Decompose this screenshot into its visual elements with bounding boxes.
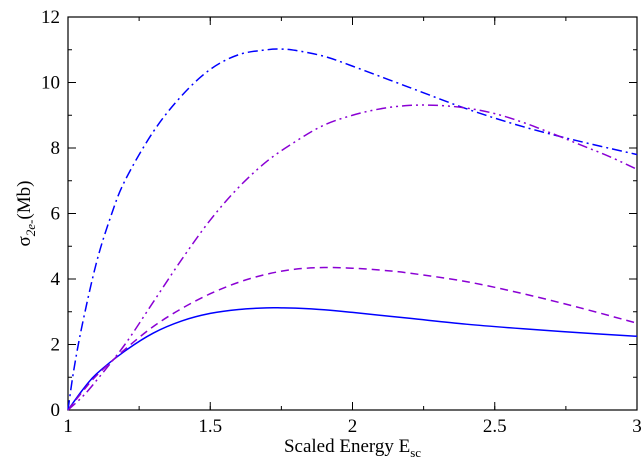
- series-line-dash-dot: [67, 48, 638, 411]
- y-axis-title-unit: (Mb): [14, 181, 35, 220]
- y-tick-label: 12: [41, 7, 60, 28]
- series-line-solid: [67, 306, 638, 411]
- x-tick-label: 3: [632, 416, 642, 437]
- axis-ticks: [67, 16, 638, 411]
- y-tick-label: 4: [51, 269, 61, 290]
- plot-frame: [67, 16, 638, 411]
- y-tick-label: 10: [41, 73, 60, 94]
- x-axis-title-sub: sc: [410, 445, 421, 460]
- x-tick-label: 2: [348, 416, 358, 437]
- series-line-dash-dot-dot: [67, 104, 638, 411]
- y-axis-title-symbol: σ: [14, 236, 35, 246]
- series-layer: [67, 48, 638, 411]
- y-tick-label: 0: [51, 400, 61, 421]
- x-tick-label: 1: [63, 416, 73, 437]
- x-tick-label: 2.5: [483, 416, 507, 437]
- x-tick-label: 1.5: [198, 416, 222, 437]
- y-axis-title: σ2e-(Mb): [14, 181, 38, 247]
- x-axis-title-main: Scaled Energy E: [284, 436, 410, 457]
- y-tick-label: 6: [51, 204, 61, 225]
- series-line-dashed: [67, 266, 638, 411]
- y-axis-title-sub: 2e-: [23, 220, 38, 237]
- tick-labels: 1 1.5 2 2.5 3 0 2 4 6 8 10 12: [41, 7, 642, 437]
- y-tick-label: 2: [51, 335, 61, 356]
- x-axis-title: Scaled Energy Esc: [284, 436, 421, 460]
- y-tick-label: 8: [51, 138, 61, 159]
